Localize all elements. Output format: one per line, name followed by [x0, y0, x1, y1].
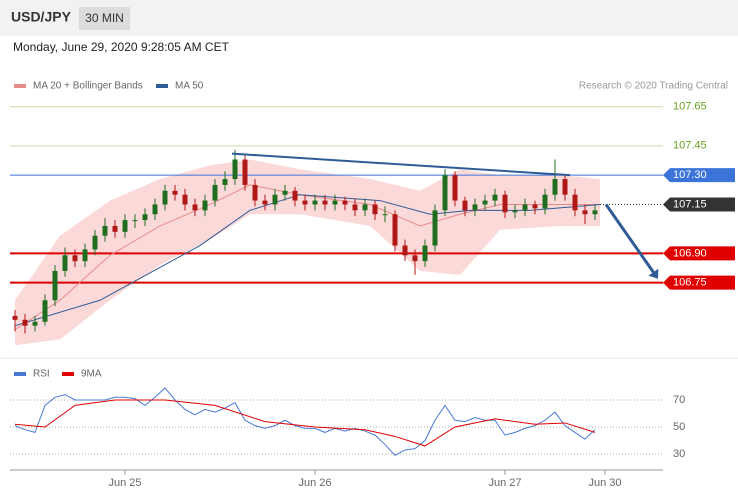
candle-body — [62, 255, 68, 271]
candle-body — [222, 179, 228, 185]
candle-body — [442, 175, 448, 211]
symbol: USD/JPY — [11, 9, 72, 25]
level-label: 107.15 — [673, 198, 707, 210]
candle-body — [562, 179, 568, 195]
x-tick-label: Jun 30 — [588, 477, 621, 489]
level-box — [663, 197, 735, 212]
ma-line — [14, 194, 601, 327]
candle-body — [532, 204, 538, 209]
timeframe: 30 MIN — [85, 11, 124, 25]
candle-body — [582, 210, 588, 215]
timestamp: Monday, June 29, 2020 9:28:05 AM CET — [13, 40, 230, 54]
candle-body — [172, 190, 178, 195]
candle-body — [122, 220, 128, 232]
level-box — [663, 246, 735, 261]
candle-body — [392, 214, 398, 246]
legend-label: RSI — [33, 369, 50, 380]
candle-body — [282, 190, 288, 195]
candle-body — [92, 235, 98, 250]
candle-body — [142, 214, 148, 221]
candle-body — [192, 204, 198, 211]
candle-body — [202, 200, 208, 211]
candle-body — [352, 204, 358, 211]
legend-swatch — [156, 84, 168, 88]
candle-body — [372, 204, 378, 215]
candle-body — [32, 321, 38, 326]
level-box — [663, 275, 735, 290]
candle-body — [322, 200, 328, 205]
y-tick-label: 70 — [673, 394, 685, 406]
y-tick-label: 30 — [673, 448, 685, 460]
rsi-line — [14, 387, 596, 456]
candle-body — [12, 315, 18, 320]
candle-body — [182, 194, 188, 205]
candle-body — [152, 204, 158, 215]
candle-body — [332, 200, 338, 205]
level-label: 107.30 — [673, 169, 707, 181]
candle-body — [362, 204, 368, 211]
candle-body — [342, 200, 348, 205]
candle-body — [472, 204, 478, 211]
candle-body — [272, 194, 278, 205]
legend-swatch — [14, 372, 26, 376]
candle-body — [232, 159, 238, 180]
bollinger-band — [15, 159, 600, 346]
level-label: 107.65 — [673, 101, 707, 113]
candle-body — [512, 210, 518, 213]
timeframe-box — [79, 7, 130, 30]
candle-body — [132, 220, 138, 222]
level-box — [663, 168, 735, 183]
x-tick-label: Jun 27 — [488, 477, 521, 489]
candle-body — [482, 200, 488, 205]
candle-body — [452, 175, 458, 201]
candle-body — [422, 245, 428, 262]
candle-body — [212, 184, 218, 201]
candle-body — [382, 214, 388, 216]
candle-body — [312, 200, 318, 205]
candle-body — [162, 190, 168, 205]
candle-body — [262, 200, 268, 205]
candle-body — [52, 270, 58, 301]
x-tick-label: Jun 26 — [298, 477, 331, 489]
level-label: 107.45 — [673, 140, 707, 152]
candle-body — [82, 249, 88, 262]
candle-body — [102, 225, 108, 236]
x-tick-label: Jun 25 — [108, 477, 141, 489]
legend-swatch — [14, 84, 26, 88]
candle-body — [432, 210, 438, 246]
candle-body — [242, 159, 248, 185]
candle-body — [502, 194, 508, 213]
candle-body — [42, 300, 48, 322]
legend-swatch — [62, 372, 74, 376]
legend-label: MA 20 + Bollinger Bands — [33, 81, 143, 92]
candle-body — [22, 319, 28, 326]
candle-body — [292, 190, 298, 201]
trendline — [231, 152, 571, 177]
level-label: 106.90 — [673, 247, 707, 259]
candle-body — [492, 194, 498, 201]
candle-body — [522, 204, 528, 211]
candle-body — [462, 200, 468, 211]
candle-body — [302, 200, 308, 205]
legend-label: 9MA — [81, 369, 102, 380]
y-tick-label: 50 — [673, 421, 685, 433]
forecast-arrow — [604, 203, 655, 274]
level-label: 106.75 — [673, 277, 707, 289]
candle-body — [412, 255, 418, 262]
candle-body — [592, 210, 598, 215]
arrow-head — [648, 268, 659, 279]
legend-label: MA 50 — [175, 81, 204, 92]
credit: Research © 2020 Trading Central — [579, 81, 728, 92]
candle-body — [72, 255, 78, 262]
candle-body — [112, 225, 118, 232]
candle-body — [252, 184, 258, 201]
candle-body — [542, 194, 548, 209]
candle-body — [572, 194, 578, 211]
candle-body — [402, 245, 408, 256]
rsi-line — [14, 399, 596, 447]
candle-body — [552, 179, 558, 195]
